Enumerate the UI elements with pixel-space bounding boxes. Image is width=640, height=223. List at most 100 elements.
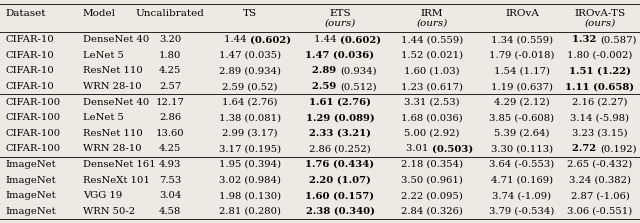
Text: 1.47 (0.035): 1.47 (0.035) (219, 51, 281, 60)
Text: 4.58: 4.58 (159, 207, 181, 216)
Text: 2.84 (0.326): 2.84 (0.326) (401, 207, 463, 216)
Text: 3.79 (-0.534): 3.79 (-0.534) (490, 207, 555, 216)
Text: DenseNet 161: DenseNet 161 (83, 160, 156, 169)
Text: 3.02 (0.984): 3.02 (0.984) (219, 176, 281, 185)
Text: ResNet 110: ResNet 110 (83, 129, 143, 138)
Text: CIFAR-100: CIFAR-100 (5, 129, 60, 138)
Text: IROvA: IROvA (505, 8, 539, 17)
Text: 1.19 (0.637): 1.19 (0.637) (491, 82, 553, 91)
Text: 2.87 (-1.06): 2.87 (-1.06) (571, 191, 629, 200)
Text: 1.79 (-0.018): 1.79 (-0.018) (489, 51, 555, 60)
Text: CIFAR-100: CIFAR-100 (5, 113, 60, 122)
Text: 1.60 (0.157): 1.60 (0.157) (305, 191, 374, 200)
Text: 1.80: 1.80 (159, 51, 181, 60)
Text: 2.59: 2.59 (312, 82, 340, 91)
Text: 3.23 (3.15): 3.23 (3.15) (572, 129, 628, 138)
Text: 3.20: 3.20 (159, 35, 181, 44)
Text: 1.60 (1.03): 1.60 (1.03) (404, 66, 460, 75)
Text: (ours): (ours) (324, 19, 356, 27)
Text: 2.59 (0.52): 2.59 (0.52) (222, 82, 278, 91)
Text: LeNet 5: LeNet 5 (83, 51, 124, 60)
Text: 7.53: 7.53 (159, 176, 181, 185)
Text: 1.68 (0.036): 1.68 (0.036) (401, 113, 463, 122)
Text: 1.52 (0.021): 1.52 (0.021) (401, 51, 463, 60)
Text: 3.74 (-1.09): 3.74 (-1.09) (492, 191, 552, 200)
Text: 4.25: 4.25 (159, 144, 181, 153)
Text: Uncalibrated: Uncalibrated (136, 8, 204, 17)
Text: CIFAR-10: CIFAR-10 (5, 82, 54, 91)
Text: ResNeXt 101: ResNeXt 101 (83, 176, 150, 185)
Text: 2.20 (1.07): 2.20 (1.07) (309, 176, 371, 185)
Text: (0.934): (0.934) (340, 66, 376, 75)
Text: 2.33 (3.21): 2.33 (3.21) (309, 129, 371, 138)
Text: 3.31 (2.53): 3.31 (2.53) (404, 98, 460, 107)
Text: 2.89: 2.89 (312, 66, 340, 75)
Text: ResNet 110: ResNet 110 (83, 66, 143, 75)
Text: 2.16 (2.27): 2.16 (2.27) (572, 98, 628, 107)
Text: 12.17: 12.17 (156, 98, 184, 107)
Text: CIFAR-100: CIFAR-100 (5, 144, 60, 153)
Text: ImageNet: ImageNet (5, 176, 56, 185)
Text: IRM: IRM (420, 8, 444, 17)
Text: 13.60: 13.60 (156, 129, 184, 138)
Text: 3.17 (0.195): 3.17 (0.195) (219, 144, 281, 153)
Text: 1.76 (0.434): 1.76 (0.434) (305, 160, 374, 169)
Text: 3.30 (0.113): 3.30 (0.113) (491, 144, 553, 153)
Text: 5.39 (2.64): 5.39 (2.64) (494, 129, 550, 138)
Text: 1.80 (-0.002): 1.80 (-0.002) (567, 51, 633, 60)
Text: WRN 50-2: WRN 50-2 (83, 207, 135, 216)
Text: 2.65 (-0.432): 2.65 (-0.432) (568, 160, 632, 169)
Text: 2.89 (0.934): 2.89 (0.934) (219, 66, 281, 75)
Text: 1.44: 1.44 (224, 35, 250, 44)
Text: IROvA-TS: IROvA-TS (575, 8, 625, 17)
Text: (0.602): (0.602) (340, 35, 381, 44)
Text: 1.23 (0.617): 1.23 (0.617) (401, 82, 463, 91)
Text: 3.06 (-0.551): 3.06 (-0.551) (568, 207, 632, 216)
Text: 3.85 (-0.608): 3.85 (-0.608) (490, 113, 555, 122)
Text: ImageNet: ImageNet (5, 191, 56, 200)
Text: 1.51 (1.22): 1.51 (1.22) (569, 66, 631, 75)
Text: CIFAR-10: CIFAR-10 (5, 51, 54, 60)
Text: 1.29 (0.089): 1.29 (0.089) (306, 113, 374, 122)
Text: 1.54 (1.17): 1.54 (1.17) (494, 66, 550, 75)
Text: 2.86 (0.252): 2.86 (0.252) (309, 144, 371, 153)
Text: 1.44: 1.44 (314, 35, 340, 44)
Text: 3.14 (-5.98): 3.14 (-5.98) (570, 113, 630, 122)
Text: WRN 28-10: WRN 28-10 (83, 82, 141, 91)
Text: 1.38 (0.081): 1.38 (0.081) (219, 113, 281, 122)
Text: Dataset: Dataset (5, 8, 45, 17)
Text: WRN 28-10: WRN 28-10 (83, 144, 141, 153)
Text: ImageNet: ImageNet (5, 207, 56, 216)
Text: DenseNet 40: DenseNet 40 (83, 98, 149, 107)
Text: 4.25: 4.25 (159, 66, 181, 75)
Text: 4.29 (2.12): 4.29 (2.12) (494, 98, 550, 107)
Text: 3.04: 3.04 (159, 191, 181, 200)
Text: 4.71 (0.169): 4.71 (0.169) (491, 176, 553, 185)
Text: 2.57: 2.57 (159, 82, 181, 91)
Text: CIFAR-10: CIFAR-10 (5, 35, 54, 44)
Text: 2.72: 2.72 (572, 144, 600, 153)
Text: (0.192): (0.192) (600, 144, 637, 153)
Text: 2.86: 2.86 (159, 113, 181, 122)
Text: 1.11 (0.658): 1.11 (0.658) (565, 82, 635, 91)
Text: 1.34 (0.559): 1.34 (0.559) (491, 35, 553, 44)
Text: CIFAR-100: CIFAR-100 (5, 98, 60, 107)
Text: DenseNet 40: DenseNet 40 (83, 35, 149, 44)
Text: LeNet 5: LeNet 5 (83, 113, 124, 122)
Text: (ours): (ours) (584, 19, 616, 27)
Text: ETS: ETS (329, 8, 351, 17)
Text: 2.81 (0.280): 2.81 (0.280) (219, 207, 281, 216)
Text: 3.64 (-0.553): 3.64 (-0.553) (490, 160, 555, 169)
Text: 2.99 (3.17): 2.99 (3.17) (222, 129, 278, 138)
Text: 4.93: 4.93 (159, 160, 181, 169)
Text: VGG 19: VGG 19 (83, 191, 122, 200)
Text: 1.98 (0.130): 1.98 (0.130) (219, 191, 281, 200)
Text: 2.18 (0.354): 2.18 (0.354) (401, 160, 463, 169)
Text: ImageNet: ImageNet (5, 160, 56, 169)
Text: 1.47 (0.036): 1.47 (0.036) (305, 51, 374, 60)
Text: 5.00 (2.92): 5.00 (2.92) (404, 129, 460, 138)
Text: Model: Model (83, 8, 116, 17)
Text: 1.32: 1.32 (572, 35, 600, 44)
Text: (0.503): (0.503) (432, 144, 473, 153)
Text: 2.38 (0.340): 2.38 (0.340) (305, 207, 374, 216)
